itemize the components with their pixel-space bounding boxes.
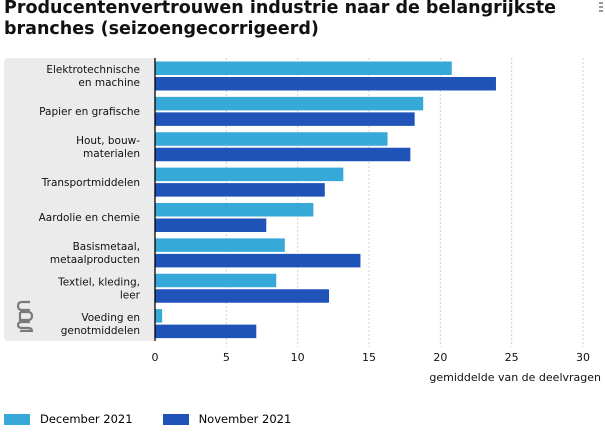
x-tick-label: 0 [152, 351, 159, 364]
cbs-logo-icon [16, 300, 34, 332]
legend-item-december[interactable]: December 2021 [4, 412, 133, 426]
category-label: Textiel, kleding, [57, 276, 140, 288]
category-label: genotmiddelen [61, 325, 140, 337]
category-label: Voeding en [81, 312, 140, 324]
legend-label-december: December 2021 [40, 412, 133, 426]
bar [155, 253, 361, 268]
x-tick-label: 5 [223, 351, 230, 364]
bar [155, 273, 277, 288]
bar [155, 132, 388, 146]
bar [155, 309, 163, 323]
category-label: leer [120, 289, 141, 301]
category-label-panel [4, 58, 155, 341]
bar [155, 289, 330, 303]
bar [155, 218, 267, 232]
x-tick-label: 15 [362, 351, 376, 364]
legend-swatch-december [4, 413, 30, 425]
legend-swatch-november [162, 413, 189, 425]
category-label: Transportmiddelen [41, 177, 140, 189]
chart-title: Producentenvertrouwen industrie naar de … [4, 0, 557, 39]
category-label: metaalproducten [50, 254, 140, 266]
category-label: Elektrotechnische [46, 64, 140, 76]
chart-legend: December 2021 November 2021 [4, 410, 321, 428]
category-label: Hout, bouw- [76, 135, 140, 147]
x-tick-label: 25 [505, 351, 519, 364]
bar [155, 96, 424, 111]
x-tick-label: 10 [291, 351, 305, 364]
x-axis-title: gemiddelde van de deelvragen [429, 371, 601, 384]
bar [155, 324, 257, 339]
bar [155, 167, 344, 182]
category-label: Aardolie en chemie [39, 212, 140, 224]
bar [155, 203, 314, 217]
more-options-icon[interactable] [597, 0, 605, 22]
bar [155, 112, 415, 126]
bar [155, 238, 285, 252]
bar [155, 183, 325, 197]
bar [155, 77, 496, 91]
bar [155, 147, 411, 162]
x-tick-label: 20 [433, 351, 447, 364]
bar [155, 61, 452, 75]
legend-label-november: November 2021 [198, 412, 292, 426]
category-label: Basismetaal, [73, 241, 140, 253]
category-label: Papier en grafische [39, 106, 140, 118]
legend-item-november[interactable]: November 2021 [162, 412, 292, 426]
category-label: materialen [83, 148, 140, 160]
x-tick-label: 30 [576, 351, 590, 364]
category-label: en machine [78, 77, 140, 89]
